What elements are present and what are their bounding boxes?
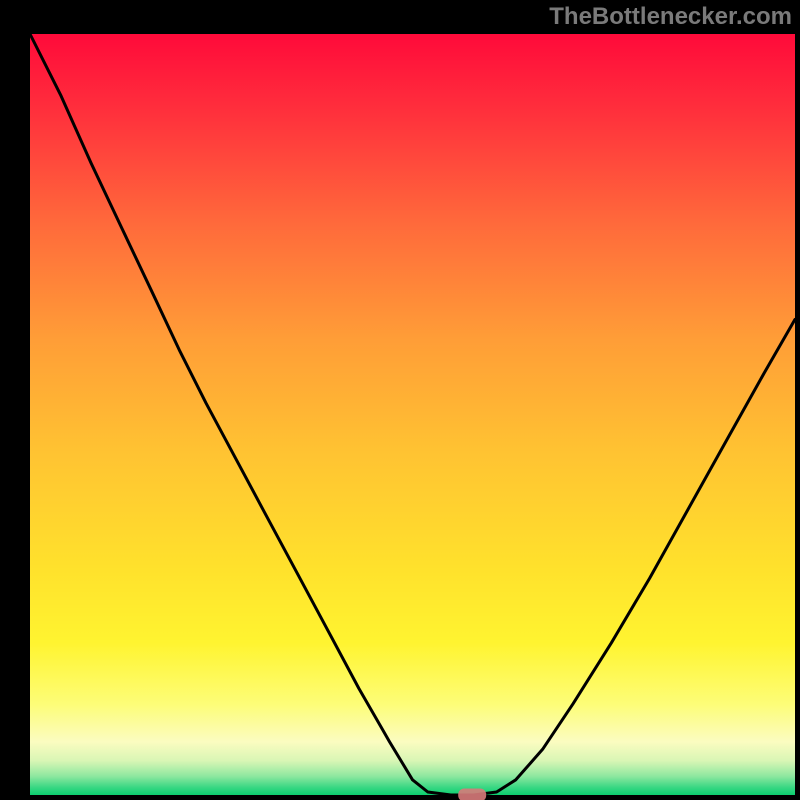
plot-area [30,34,795,795]
optimal-marker [458,789,486,800]
watermark-text: TheBottlenecker.com [549,3,792,30]
